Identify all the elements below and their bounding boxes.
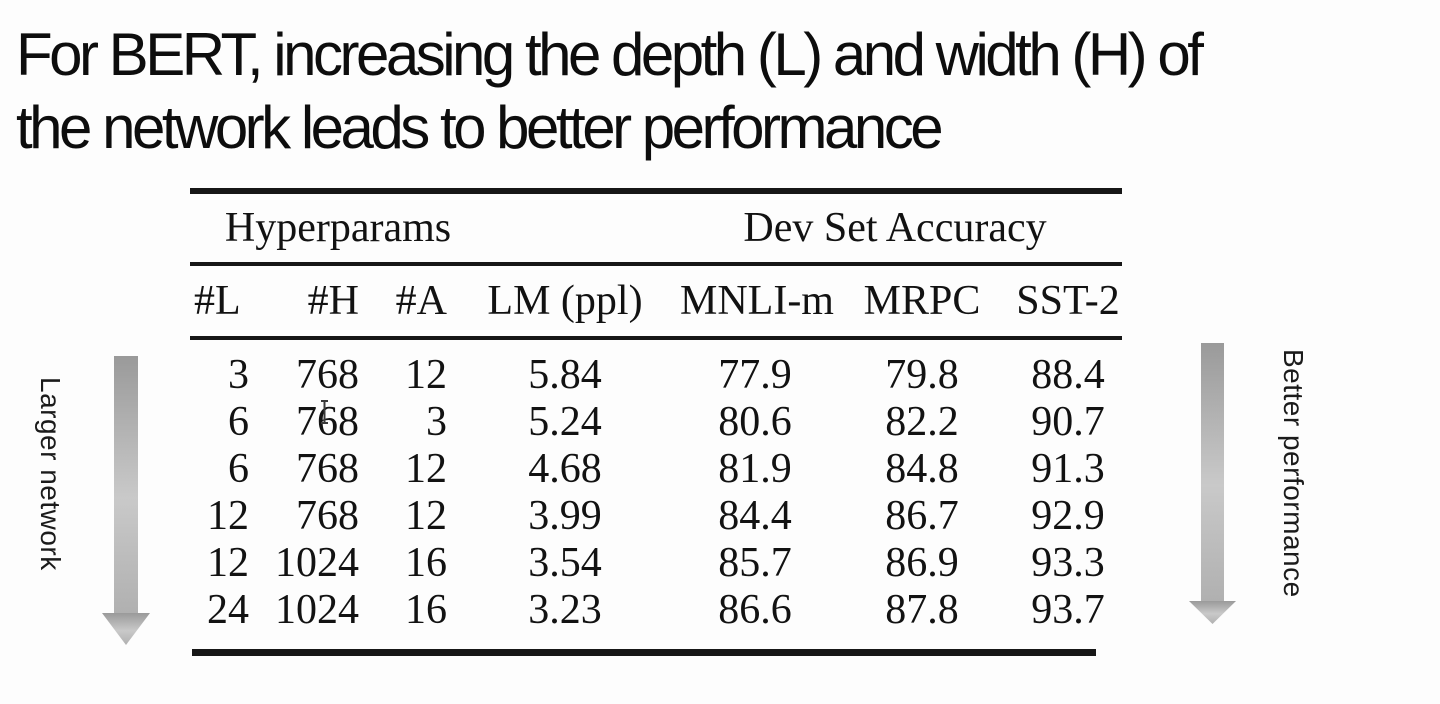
better-performance-label: Better performance: [1278, 349, 1309, 598]
table-cell: 88.4: [1031, 352, 1105, 398]
title-line-2: the network leads to better performance: [16, 94, 944, 161]
table-cell: 86.9: [885, 540, 959, 586]
table-rule-mid: [190, 262, 1122, 266]
table-cell: 12: [405, 352, 447, 398]
table-cell: 6: [228, 399, 249, 445]
arrow-head: [102, 613, 150, 645]
table-cell: 12: [405, 446, 447, 492]
table-cell: 92.9: [1031, 493, 1105, 539]
table-cell: 24: [207, 587, 249, 633]
group-header-dev-set-accuracy: Dev Set Accuracy: [743, 205, 1047, 251]
column-header-a: #A: [395, 278, 447, 324]
table-cell: 6: [228, 446, 249, 492]
column-header-mrpc: MRPC: [863, 278, 981, 324]
table-cell: 5.84: [528, 352, 602, 398]
table-cell: 12: [405, 493, 447, 539]
table-header-row: #L #H #A LM (ppl) MNLI-m MRPC SST-2: [190, 266, 1122, 336]
table-body: 3 768 12 5.84 77.9 79.8 88.4 6 768 3 5.2…: [190, 340, 1122, 634]
table-cell: 93.7: [1031, 587, 1105, 633]
table-cell: 16: [405, 587, 447, 633]
title-line-1: For BERT, increasing the depth (L) and w…: [16, 21, 1204, 88]
table-row: 6 768 12 4.68 81.9 84.8 91.3: [190, 446, 1122, 493]
table-cell: 3: [228, 352, 249, 398]
table-cell: 768: [296, 446, 359, 492]
table-cell: 86.7: [885, 493, 959, 539]
table-row: 12 768 12 3.99 84.4 86.7 92.9: [190, 493, 1122, 540]
down-arrow-icon: [1189, 343, 1236, 624]
table-cell: 80.6: [718, 399, 792, 445]
table-cell: 79.8: [885, 352, 959, 398]
table-cell: 3.99: [528, 493, 602, 539]
table-cell: 3.54: [528, 540, 602, 586]
table-cell: 768: [296, 399, 359, 445]
table-rule-bottom: [192, 649, 1096, 656]
arrow-shaft: [114, 356, 138, 614]
table-cell: 3.23: [528, 587, 602, 633]
table-row: 3 768 12 5.84 77.9 79.8 88.4: [190, 352, 1122, 399]
group-header-hyperparams: Hyperparams: [224, 205, 452, 251]
column-header-mnli-m: MNLI-m: [680, 278, 834, 324]
table-row: 12 1024 16 3.54 85.7 86.9 93.3: [190, 540, 1122, 587]
table-cell: 82.2: [885, 399, 959, 445]
table-cell: 4.68: [528, 446, 602, 492]
column-header-lm-ppl: LM (ppl): [487, 278, 643, 324]
table-row: 24 1024 16 3.23 86.6 87.8 93.7: [190, 587, 1122, 634]
table-cell: 16: [405, 540, 447, 586]
table-cell: 84.8: [885, 446, 959, 492]
table-cell: 86.6: [718, 587, 792, 633]
table-cell: 93.3: [1031, 540, 1105, 586]
table-cell: 87.8: [885, 587, 959, 633]
arrow-head: [1189, 601, 1236, 624]
table-group-header-row: Hyperparams Dev Set Accuracy: [190, 194, 1122, 262]
results-table: Hyperparams Dev Set Accuracy #L #H #A LM…: [190, 188, 1122, 656]
table-cell: 77.9: [718, 352, 792, 398]
page-title: For BERT, increasing the depth (L) and w…: [16, 18, 1204, 164]
table-cell: 12: [207, 540, 249, 586]
table-cell: 768: [296, 493, 359, 539]
table-cell: 81.9: [718, 446, 792, 492]
text-cursor-icon: [321, 400, 328, 424]
arrow-shaft: [1201, 343, 1224, 602]
table-cell: 1024: [275, 540, 359, 586]
table-cell: 5.24: [528, 399, 602, 445]
table-cell: 91.3: [1031, 446, 1105, 492]
down-arrow-icon: [102, 356, 150, 645]
column-header-l: #L: [194, 278, 241, 324]
column-header-h: #H: [307, 278, 359, 324]
table-cell: 90.7: [1031, 399, 1105, 445]
column-header-sst-2: SST-2: [1016, 278, 1120, 324]
table-cell: 3: [426, 399, 447, 445]
table-row: 6 768 3 5.24 80.6 82.2 90.7: [190, 399, 1122, 446]
table-cell: 85.7: [718, 540, 792, 586]
table-rule-header: [190, 336, 1122, 340]
text-cursor-shape: [321, 400, 328, 424]
larger-network-label: Larger network: [35, 377, 66, 571]
table-cell: 12: [207, 493, 249, 539]
table-cell: 84.4: [718, 493, 792, 539]
table-cell: 768: [296, 352, 359, 398]
table-rule-top: [190, 188, 1122, 194]
table-cell: 1024: [275, 587, 359, 633]
